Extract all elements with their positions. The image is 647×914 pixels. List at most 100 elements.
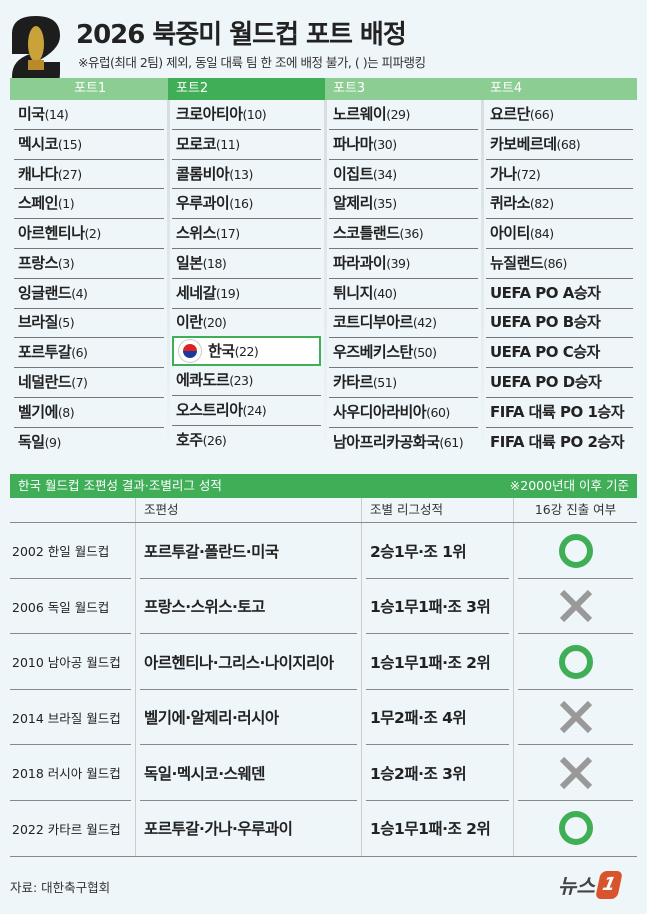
team-cell: 잉글랜드 (4) — [14, 279, 164, 309]
team-name: 호주 — [176, 431, 203, 450]
team-cell: 브라질 (5) — [14, 309, 164, 339]
team-rank: (3) — [57, 255, 75, 271]
team-name: 파나마 — [333, 134, 373, 153]
history-row: 2010 남아공 월드컵 아르헨티나·그리스·나이지리아 1승1무1패·조 2위 — [10, 634, 637, 690]
history-row: 2006 독일 월드컵 프랑스·스위스·토고 1승1무1패·조 3위 — [10, 578, 637, 634]
team-name: 파라과이 — [333, 253, 387, 272]
team-cell: 스코틀랜드 (36) — [329, 219, 478, 249]
team-name: UEFA PO D승자 — [490, 373, 602, 392]
team-cell: 크로아티아 (10) — [172, 100, 321, 130]
cup-name: 2014 브라질 월드컵 — [10, 690, 135, 746]
history-note: ※2000년대 이후 기준 — [509, 478, 629, 493]
team-name: 캐나다 — [18, 164, 58, 183]
circle-icon — [558, 533, 593, 568]
team-cell: 네덜란드 (7) — [14, 368, 164, 398]
cross-icon — [559, 590, 592, 623]
team-cell: UEFA PO B승자 — [486, 309, 633, 339]
team-cell: 코트디부아르 (42) — [329, 309, 478, 339]
group-result: 1승1무1패·조 3위 — [361, 578, 513, 634]
team-rank: (34) — [372, 166, 397, 182]
history-column-headers: 조편성 조별 리그성적 16강 진출 여부 — [10, 498, 637, 523]
page-subtitle: ※유럽(최대 2팀) 제외, 동일 대륙 팀 한 조에 배정 불가, ( )는 … — [78, 55, 426, 70]
team-name: 남아프리카공화국 — [333, 433, 440, 452]
team-name: 노르웨이 — [333, 104, 387, 123]
team-cell: 퀴라소 (82) — [486, 189, 633, 220]
team-cell: 카보베르데 (68) — [486, 130, 633, 160]
advanced-status — [513, 634, 637, 690]
team-name: 아이티 — [490, 224, 530, 243]
advanced-status — [513, 578, 637, 634]
team-rank: (14) — [44, 106, 69, 122]
team-name: 미국 — [18, 104, 45, 123]
source-note: 자료: 대한축구협회 — [10, 880, 111, 895]
team-name: 요르단 — [490, 104, 530, 123]
team-rank: (27) — [57, 166, 82, 182]
history-row: 2022 카타르 월드컵 포르투갈·가나·우루과이 1승1무1패·조 2위 — [10, 800, 637, 856]
circle-icon — [558, 644, 593, 679]
group-result: 1무2패·조 4위 — [361, 689, 513, 745]
team-rank: (10) — [242, 106, 267, 122]
team-rank: (17) — [215, 226, 240, 242]
team-cell: FIFA 대륙 PO 1승자 — [486, 398, 633, 428]
team-cell: 아이티 (84) — [486, 219, 633, 249]
team-name: 멕시코 — [18, 134, 58, 153]
team-rank: (16) — [229, 196, 253, 212]
team-cell: UEFA PO A승자 — [486, 279, 633, 309]
team-rank: (15) — [57, 136, 82, 152]
team-rank: (26) — [202, 433, 227, 449]
team-rank: (86) — [543, 255, 567, 271]
team-name: 이집트 — [333, 164, 373, 183]
team-cell: 뉴질랜드 (86) — [486, 249, 633, 279]
team-cell: 일본 (18) — [172, 249, 321, 279]
pot-column-2: 포트2 크로아티아 (10) 모로코 (11) 콜롬비아 (13) 우루과이 (16) 스위스 (1… — [168, 78, 327, 460]
team-name: 에콰도르 — [176, 371, 230, 390]
team-cell: 포르투갈 (6) — [14, 338, 164, 369]
group-teams: 포르투갈·가나·우루과이 — [135, 800, 361, 856]
pot-header: 포트4 — [482, 78, 637, 100]
team-name: 우즈베키스탄 — [333, 343, 413, 362]
team-name: 우루과이 — [176, 194, 230, 213]
team-cell: 콜롬비아 (13) — [172, 160, 321, 190]
team-cell: 튀니지 (40) — [329, 279, 478, 309]
team-name: FIFA 대륙 PO 2승자 — [490, 433, 625, 452]
team-rank: (11) — [215, 136, 240, 152]
team-rank: (8) — [57, 404, 75, 420]
team-cell: 남아프리카공화국 (61) — [329, 428, 478, 458]
team-rank: (30) — [372, 136, 397, 152]
team-cell: 호주 (26) — [172, 426, 321, 456]
team-cell: 벨기에 (8) — [14, 398, 164, 428]
team-rank: (72) — [516, 166, 541, 182]
team-rank: (1) — [57, 196, 75, 212]
team-rank: (61) — [439, 435, 464, 451]
column-header-result: 조별 리그성적 — [361, 498, 513, 522]
team-cell: 오스트리아 (24) — [172, 396, 321, 426]
team-rank: (4) — [71, 285, 88, 301]
team-rank: (22) — [234, 343, 259, 359]
team-name: 독일 — [18, 433, 45, 452]
advanced-status — [513, 689, 637, 745]
group-result: 1승1무1패·조 2위 — [361, 634, 513, 690]
team-rank: (19) — [215, 285, 240, 301]
team-rank: (2) — [84, 226, 102, 242]
team-name: 퀴라소 — [490, 194, 530, 213]
team-rank: (7) — [71, 375, 88, 391]
advanced-status — [513, 800, 637, 856]
team-rank: (35) — [372, 196, 397, 212]
team-rank: (39) — [386, 255, 410, 271]
team-name: 스위스 — [176, 224, 216, 243]
team-rank: (9) — [44, 435, 62, 451]
team-name: 한국 — [208, 341, 235, 360]
team-name: FIFA 대륙 PO 1승자 — [490, 402, 625, 421]
pot-table: 포트1 미국 (14) 멕시코 (15) 캐나다 (27) 스페인 (1) 아르헨티나 (2) 프랑스… — [10, 78, 637, 460]
pot-column-1: 포트1 미국 (14) 멕시코 (15) 캐나다 (27) 스페인 (1) 아르헨티나 (2) 프랑스… — [10, 78, 170, 460]
team-name: 스페인 — [18, 194, 58, 213]
team-cell: 우루과이 (16) — [172, 189, 321, 220]
team-cell: 요르단 (66) — [486, 100, 633, 130]
team-cell: 프랑스 (3) — [14, 249, 164, 279]
team-rank: (68) — [556, 136, 581, 152]
cup-name: 2010 남아공 월드컵 — [10, 634, 135, 690]
group-teams: 프랑스·스위스·토고 — [135, 578, 361, 634]
team-rank: (42) — [412, 315, 437, 331]
team-name: 일본 — [176, 253, 203, 272]
team-cell: 파라과이 (39) — [329, 249, 478, 279]
